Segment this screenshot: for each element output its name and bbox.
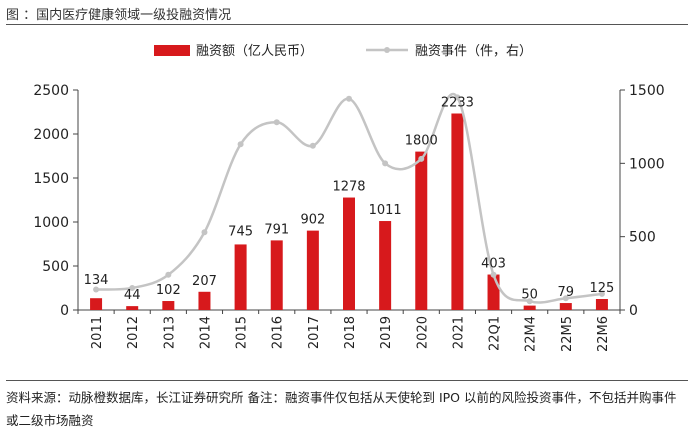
y-left-tick-label: 1000 bbox=[33, 215, 69, 231]
y-right-tick-label: 1000 bbox=[629, 156, 665, 172]
bar bbox=[451, 113, 464, 310]
x-tick-label: 22M5 bbox=[560, 316, 575, 352]
bar bbox=[234, 244, 247, 310]
x-tick-label: 2014 bbox=[198, 316, 213, 349]
x-tick-label: 2013 bbox=[162, 316, 177, 349]
x-tick-label: 22Q1 bbox=[488, 316, 503, 351]
x-tick-label: 2020 bbox=[415, 316, 430, 349]
x-tick-label: 2015 bbox=[235, 316, 250, 349]
title-rule bbox=[6, 24, 688, 25]
bar-value-label: 79 bbox=[558, 285, 575, 300]
line-point bbox=[129, 285, 136, 291]
bar-value-label: 134 bbox=[84, 273, 109, 288]
line-point bbox=[309, 142, 316, 149]
legend-line-marker bbox=[384, 47, 390, 53]
y-right-tick-label: 1500 bbox=[629, 83, 665, 99]
legend-line-label: 融资事件（件，右） bbox=[415, 44, 532, 59]
bar bbox=[343, 197, 355, 310]
x-tick-label: 2017 bbox=[307, 316, 322, 349]
axes: 0 500 1000 1500 2000 2500 0 500 1000 1500 2011 2012… bbox=[33, 83, 664, 352]
bar bbox=[523, 305, 536, 310]
line-point bbox=[273, 119, 280, 126]
bar bbox=[595, 299, 608, 310]
line-point bbox=[418, 155, 425, 162]
x-tick-label: 2011 bbox=[90, 316, 105, 349]
chart: 融资额（亿人民币） 融资事件（件，右） 05001000150020002500… bbox=[33, 44, 664, 352]
bar-value-label: 207 bbox=[192, 274, 217, 289]
data-labels: 134 44 102 207 745 791 902 1278 1011 1800 2233 403 5… bbox=[84, 95, 615, 303]
bars bbox=[90, 113, 608, 310]
line-point bbox=[237, 141, 244, 148]
x-tick-label: 22M4 bbox=[524, 316, 539, 352]
bar-value-label: 125 bbox=[590, 281, 615, 296]
bar-value-label: 2233 bbox=[441, 95, 474, 110]
x-tick-label: 2021 bbox=[451, 316, 466, 349]
y-left-tick-label: 1500 bbox=[33, 171, 69, 187]
y-left-tick-label: 2500 bbox=[33, 83, 69, 99]
bottom-rule bbox=[6, 380, 688, 381]
bar-value-label: 791 bbox=[264, 222, 289, 237]
bar-value-label: 745 bbox=[228, 224, 253, 239]
bar bbox=[379, 221, 392, 310]
bar-value-label: 403 bbox=[481, 257, 506, 272]
bar bbox=[198, 291, 211, 310]
x-tick-label: 2016 bbox=[271, 316, 286, 349]
legend-bar-swatch bbox=[154, 45, 190, 56]
bar-value-label: 902 bbox=[300, 213, 325, 228]
line-point bbox=[201, 229, 208, 236]
line-point bbox=[490, 271, 497, 278]
bar-value-label: 50 bbox=[521, 288, 538, 303]
x-tick-label: 2019 bbox=[379, 316, 394, 349]
bar bbox=[90, 298, 103, 310]
line-point bbox=[454, 94, 461, 101]
bar bbox=[270, 240, 283, 310]
bar bbox=[415, 151, 428, 310]
x-tick-label: 2012 bbox=[126, 316, 141, 349]
line-point bbox=[526, 298, 533, 305]
y-right-tick-label: 0 bbox=[629, 303, 638, 319]
line-point bbox=[165, 271, 172, 278]
line-point bbox=[346, 95, 352, 102]
bar bbox=[126, 306, 139, 310]
y-left-tick-label: 0 bbox=[60, 303, 69, 319]
bar bbox=[559, 303, 572, 310]
series-line bbox=[96, 92, 603, 304]
bar-value-label: 1011 bbox=[369, 203, 402, 218]
line-series bbox=[93, 92, 605, 305]
legend-bar-label: 融资额（亿人民币） bbox=[196, 44, 313, 59]
figure-title: 图 ：国内医疗健康领域一级投融资情况 bbox=[6, 8, 232, 23]
bar bbox=[162, 301, 175, 310]
line-point bbox=[93, 286, 100, 293]
y-left-tick-label: 500 bbox=[42, 259, 69, 275]
legend: 融资额（亿人民币） 融资事件（件，右） bbox=[154, 44, 532, 59]
bar-value-label: 1800 bbox=[405, 134, 438, 149]
line-point bbox=[598, 290, 605, 297]
x-tick-label: 2018 bbox=[343, 316, 358, 349]
bar bbox=[306, 230, 319, 310]
bar bbox=[487, 274, 500, 310]
x-tick-label: 22M6 bbox=[596, 316, 611, 352]
source-note: 资料来源：动脉橙数据库，长江证券研究所 备注：融资事件仅包括从天使轮到 IPO … bbox=[6, 390, 677, 428]
line-point bbox=[382, 160, 389, 167]
y-right-tick-label: 500 bbox=[629, 230, 656, 246]
bar-value-label: 102 bbox=[156, 283, 181, 298]
line-point bbox=[562, 295, 569, 302]
bar-value-label: 44 bbox=[124, 288, 141, 303]
bar-value-label: 1278 bbox=[332, 180, 365, 195]
y-left-tick-label: 2000 bbox=[33, 127, 69, 143]
